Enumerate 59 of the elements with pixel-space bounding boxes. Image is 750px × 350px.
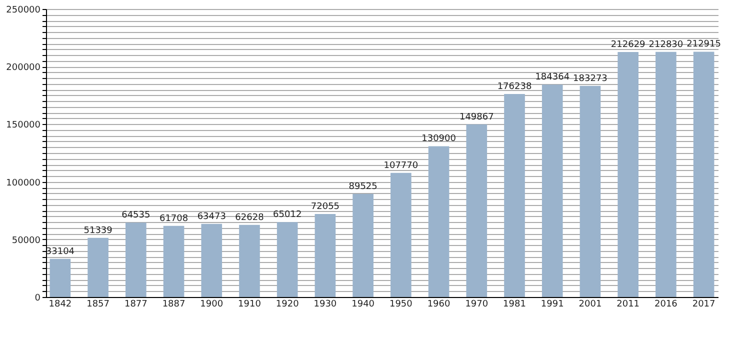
bar — [314, 214, 336, 297]
bar — [504, 94, 525, 297]
y-tick-label: 250000 — [6, 6, 41, 16]
x-tick-label: 1940 — [352, 300, 375, 310]
data-label: 65012 — [273, 210, 302, 220]
x-tick-label: 1910 — [238, 300, 262, 310]
bar — [163, 226, 184, 297]
bar — [428, 146, 450, 297]
bar — [580, 86, 601, 297]
x-tick-label: 1842 — [48, 300, 72, 310]
data-label: 51339 — [84, 226, 113, 236]
x-tick-label: 1960 — [427, 300, 451, 310]
bar — [126, 222, 146, 297]
bar — [693, 52, 714, 297]
data-label: 130900 — [422, 134, 456, 144]
x-tick-label: 1930 — [314, 300, 337, 310]
data-label: 149867 — [459, 112, 494, 122]
data-label: 212830 — [648, 40, 684, 50]
bar — [618, 52, 638, 297]
bar — [542, 84, 563, 297]
x-tick-label: 1900 — [200, 300, 224, 310]
x-tick-label: 1981 — [503, 300, 526, 310]
bar — [50, 258, 71, 297]
data-label: 72055 — [310, 202, 340, 212]
data-label: 107770 — [384, 160, 418, 171]
x-tick-label: 2011 — [616, 300, 640, 310]
y-tick-label: 50000 — [12, 236, 41, 246]
y-tick-label: 200000 — [6, 63, 41, 74]
data-label: 61708 — [159, 214, 188, 224]
x-tick-label: 1950 — [389, 300, 413, 310]
data-label: 212915 — [686, 40, 721, 50]
x-tick-label: 1920 — [276, 300, 300, 310]
data-label: 212629 — [610, 40, 646, 50]
x-tick-label: 1887 — [162, 300, 186, 310]
bar — [88, 238, 108, 297]
y-tick-label: 0 — [34, 294, 41, 304]
x-tick-label: 1877 — [124, 300, 148, 310]
bar — [201, 224, 222, 297]
data-label: 89525 — [348, 182, 378, 192]
y-tick-label: 150000 — [6, 120, 41, 131]
data-label: 176238 — [497, 82, 532, 92]
y-tick-label: 100000 — [6, 178, 41, 188]
x-tick-label: 1991 — [540, 300, 564, 310]
data-label: 63473 — [197, 212, 226, 222]
x-tick-label: 2017 — [692, 300, 716, 310]
bar — [656, 52, 676, 297]
data-label: 62628 — [235, 212, 264, 223]
bar — [239, 224, 260, 297]
bar — [466, 124, 488, 297]
data-label: 183273 — [573, 74, 608, 84]
bar — [390, 172, 412, 297]
x-tick-label: 2016 — [654, 300, 678, 310]
bar — [352, 194, 374, 297]
x-tick-label: 2001 — [578, 300, 602, 310]
x-tick-label: 1970 — [465, 300, 488, 310]
data-label: 184364 — [535, 72, 570, 83]
data-label: 64535 — [122, 210, 150, 221]
x-tick-label: 1857 — [86, 300, 110, 310]
bar — [276, 222, 298, 297]
